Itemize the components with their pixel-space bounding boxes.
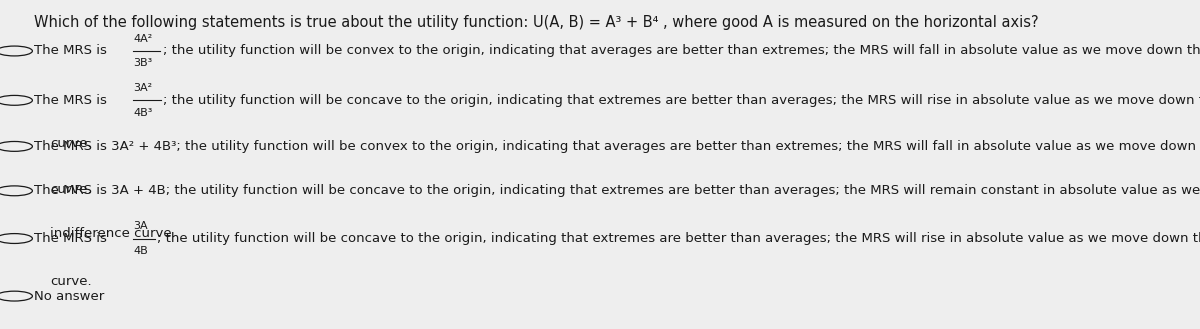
Text: 4B: 4B [133, 246, 148, 256]
Text: curve.: curve. [50, 275, 92, 288]
Text: ; the utility function will be concave to the origin, indicating that extremes a: ; the utility function will be concave t… [157, 232, 1200, 245]
Text: curve.: curve. [50, 137, 92, 150]
Text: The MRS is: The MRS is [34, 94, 110, 107]
Text: indifference curve.: indifference curve. [50, 227, 176, 240]
Text: 4A²: 4A² [133, 34, 152, 44]
Text: 3A: 3A [133, 221, 148, 231]
Text: 3A²: 3A² [133, 83, 152, 93]
Text: The MRS is 3A² + 4B³; the utility function will be convex to the origin, indicat: The MRS is 3A² + 4B³; the utility functi… [34, 140, 1200, 153]
Text: The MRS is: The MRS is [34, 232, 110, 245]
Text: ; the utility function will be convex to the origin, indicating that averages ar: ; the utility function will be convex to… [163, 44, 1200, 58]
Text: No answer: No answer [34, 290, 104, 303]
Text: 4B³: 4B³ [133, 108, 152, 117]
Text: Which of the following statements is true about the utility function: U(A, B) = : Which of the following statements is tru… [34, 15, 1038, 30]
Text: The MRS is 3A + 4B; the utility function will be concave to the origin, indicati: The MRS is 3A + 4B; the utility function… [34, 184, 1200, 197]
Text: ; the utility function will be concave to the origin, indicating that extremes a: ; the utility function will be concave t… [163, 94, 1200, 107]
Text: curve.: curve. [50, 183, 92, 196]
Text: The MRS is: The MRS is [34, 44, 110, 58]
Text: 3B³: 3B³ [133, 58, 152, 68]
